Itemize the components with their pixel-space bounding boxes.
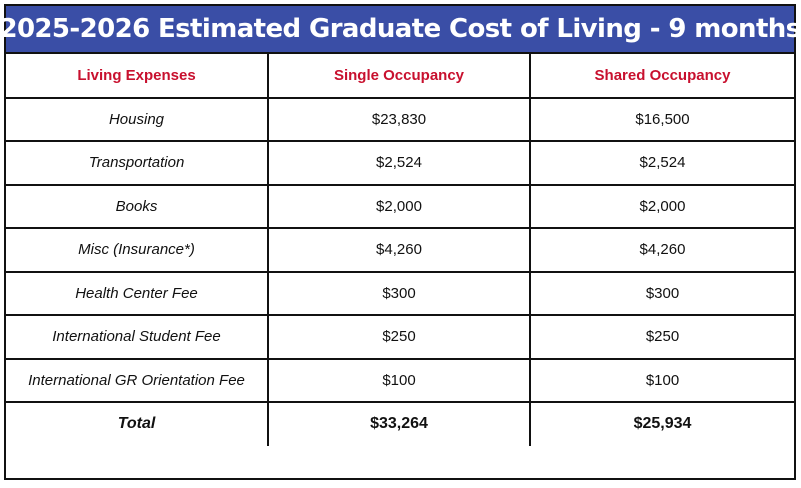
single-value: $2,524 xyxy=(267,140,531,186)
table-row: International Student Fee $250 $250 xyxy=(6,314,794,360)
shared-value: $2,000 xyxy=(529,183,794,229)
header-shared-occupancy: Shared Occupancy xyxy=(529,54,794,99)
table-row: Housing $23,830 $16,500 xyxy=(6,96,794,142)
header-living-expenses: Living Expenses xyxy=(6,54,269,99)
shared-value: $300 xyxy=(529,270,794,316)
table-row: International GR Orientation Fee $100 $1… xyxy=(6,357,794,403)
table-header-row: Living Expenses Single Occupancy Shared … xyxy=(6,54,794,99)
expense-label: Housing xyxy=(6,96,269,142)
single-value: $300 xyxy=(267,270,531,316)
single-value: $23,830 xyxy=(267,96,531,142)
shared-value: $100 xyxy=(529,357,794,403)
cost-table: Living Expenses Single Occupancy Shared … xyxy=(6,54,794,446)
shared-value: $2,524 xyxy=(529,140,794,186)
shared-value: $250 xyxy=(529,314,794,360)
total-single-value: $33,264 xyxy=(267,401,531,446)
expense-label: International GR Orientation Fee xyxy=(6,357,269,403)
single-value: $100 xyxy=(267,357,531,403)
total-row: Total $33,264 $25,934 xyxy=(6,401,794,446)
cost-of-living-card: 2025-2026 Estimated Graduate Cost of Liv… xyxy=(0,4,801,480)
expense-label: Misc (Insurance*) xyxy=(6,227,269,273)
expense-label: International Student Fee xyxy=(6,314,269,360)
shared-value: $16,500 xyxy=(529,96,794,142)
title-banner: 2025-2026 Estimated Graduate Cost of Liv… xyxy=(0,6,801,54)
table-row: Books $2,000 $2,000 xyxy=(6,183,794,229)
table-row: Transportation $2,524 $2,524 xyxy=(6,140,794,186)
total-label: Total xyxy=(6,401,269,446)
expense-label: Transportation xyxy=(6,140,269,186)
table-row: Health Center Fee $300 $300 xyxy=(6,270,794,316)
single-value: $2,000 xyxy=(267,183,531,229)
single-value: $250 xyxy=(267,314,531,360)
shared-value: $4,260 xyxy=(529,227,794,273)
expense-label: Health Center Fee xyxy=(6,270,269,316)
single-value: $4,260 xyxy=(267,227,531,273)
total-shared-value: $25,934 xyxy=(529,401,794,446)
table-row: Misc (Insurance*) $4,260 $4,260 xyxy=(6,227,794,273)
page-title: 2025-2026 Estimated Graduate Cost of Liv… xyxy=(0,14,801,44)
expense-label: Books xyxy=(6,183,269,229)
header-single-occupancy: Single Occupancy xyxy=(267,54,531,99)
